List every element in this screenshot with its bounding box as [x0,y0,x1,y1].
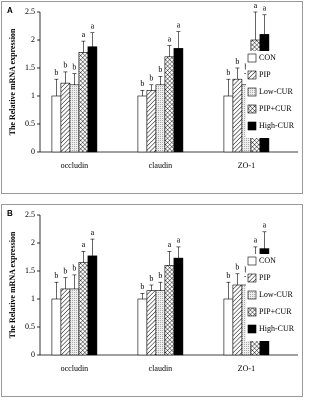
y-tick-label: 1.5 [25,63,35,72]
bar [232,284,243,356]
legend-swatch [247,324,257,334]
significance-letter: b [54,68,58,77]
figure: A The Relative mRNA expression 0 0.5 1 1.5 2 2.… [1,1,303,397]
y-tick-label: 1.5 [25,266,35,275]
significance-letter: a [254,1,258,10]
significance-letter: a [82,240,86,249]
y-tick-label: 0 [31,350,35,359]
y-tick-label: 2.5 [25,7,35,16]
significance-letter: b [140,79,144,88]
significance-letter: a [254,236,258,245]
significance-letter: b [149,274,153,283]
bar [223,298,234,356]
x-tick-label: ZO-1 [238,364,255,373]
bar [137,298,148,356]
bar [69,84,80,153]
significance-letter: a [263,221,267,230]
bar [51,95,62,153]
bar [173,257,184,356]
significance-letter: a [177,236,181,245]
y-tick-label: 1 [31,294,35,303]
y-tick-label: 0.5 [25,322,35,331]
bar [164,56,175,153]
y-axis-label: The Relative mRNA expression [8,28,17,135]
significance-letter: b [235,263,239,272]
legend-label: PIP [259,70,271,79]
legend-swatch [247,70,257,80]
legend-swatch [247,53,257,63]
legend-swatch [247,104,257,114]
significance-letter: a [91,228,95,237]
bar [60,82,71,153]
bar [155,84,166,153]
legend-label: PIP+CUR [259,104,292,113]
bar [164,265,175,356]
legend-label: High-CUR [259,324,295,333]
significance-letter: b [235,57,239,66]
significance-letter: a [82,30,86,39]
bar [69,288,80,356]
bar [87,255,98,356]
bar [60,288,71,356]
significance-letter: a [263,4,267,13]
y-tick-label: 2 [31,35,35,44]
bar [146,290,157,356]
y-axis-label: The Relative mRNA expression [8,231,17,338]
significance-letter: b [226,271,230,280]
bar [173,48,184,153]
x-tick-label: occludin [61,161,89,170]
legend-label: High-CUR [259,121,295,130]
legend-label: Low-CUR [259,87,293,96]
significance-letter: b [72,62,76,71]
bar [78,262,89,356]
legend-label: Low-CUR [259,290,293,299]
significance-letter: b [140,282,144,291]
legend-swatch [247,256,257,266]
bar [223,95,234,153]
significance-letter: b [158,65,162,74]
panel-label: B [7,209,13,218]
x-tick-label: ZO-1 [238,161,255,170]
legend-label: CON [259,53,276,62]
y-tick-label: 2 [31,238,35,247]
legend-swatch [247,307,257,317]
legend-swatch [247,121,257,131]
bar [51,298,62,356]
bar [146,90,157,153]
significance-letter: b [226,68,230,77]
panel-frame [1,204,303,397]
significance-letter: b [72,264,76,273]
y-tick-label: 0.5 [25,119,35,128]
legend-swatch [247,87,257,97]
x-tick-label: claudin [149,364,173,373]
significance-letter: b [149,74,153,83]
y-tick-label: 0 [31,147,35,156]
legend-label: CON [259,256,276,265]
significance-letter: a [91,22,95,31]
panel-label: A [7,6,13,15]
significance-letter: b [54,271,58,280]
significance-letter: a [177,20,181,29]
significance-letter: b [158,271,162,280]
legend-swatch [247,273,257,283]
bar [155,290,166,356]
significance-letter: a [168,34,172,43]
x-tick-label: occludin [61,364,89,373]
bar [78,52,89,153]
bar [87,46,98,153]
y-tick-label: 1 [31,91,35,100]
legend-swatch [247,290,257,300]
bar [232,78,243,153]
y-tick-label: 2.5 [25,210,35,219]
legend-label: PIP [259,273,271,282]
panel-frame [1,1,303,194]
significance-letter: b [63,61,67,70]
significance-letter: b [63,267,67,276]
bar [137,95,148,153]
significance-letter: a [168,240,172,249]
legend-label: PIP+CUR [259,307,292,316]
x-tick-label: claudin [149,161,173,170]
